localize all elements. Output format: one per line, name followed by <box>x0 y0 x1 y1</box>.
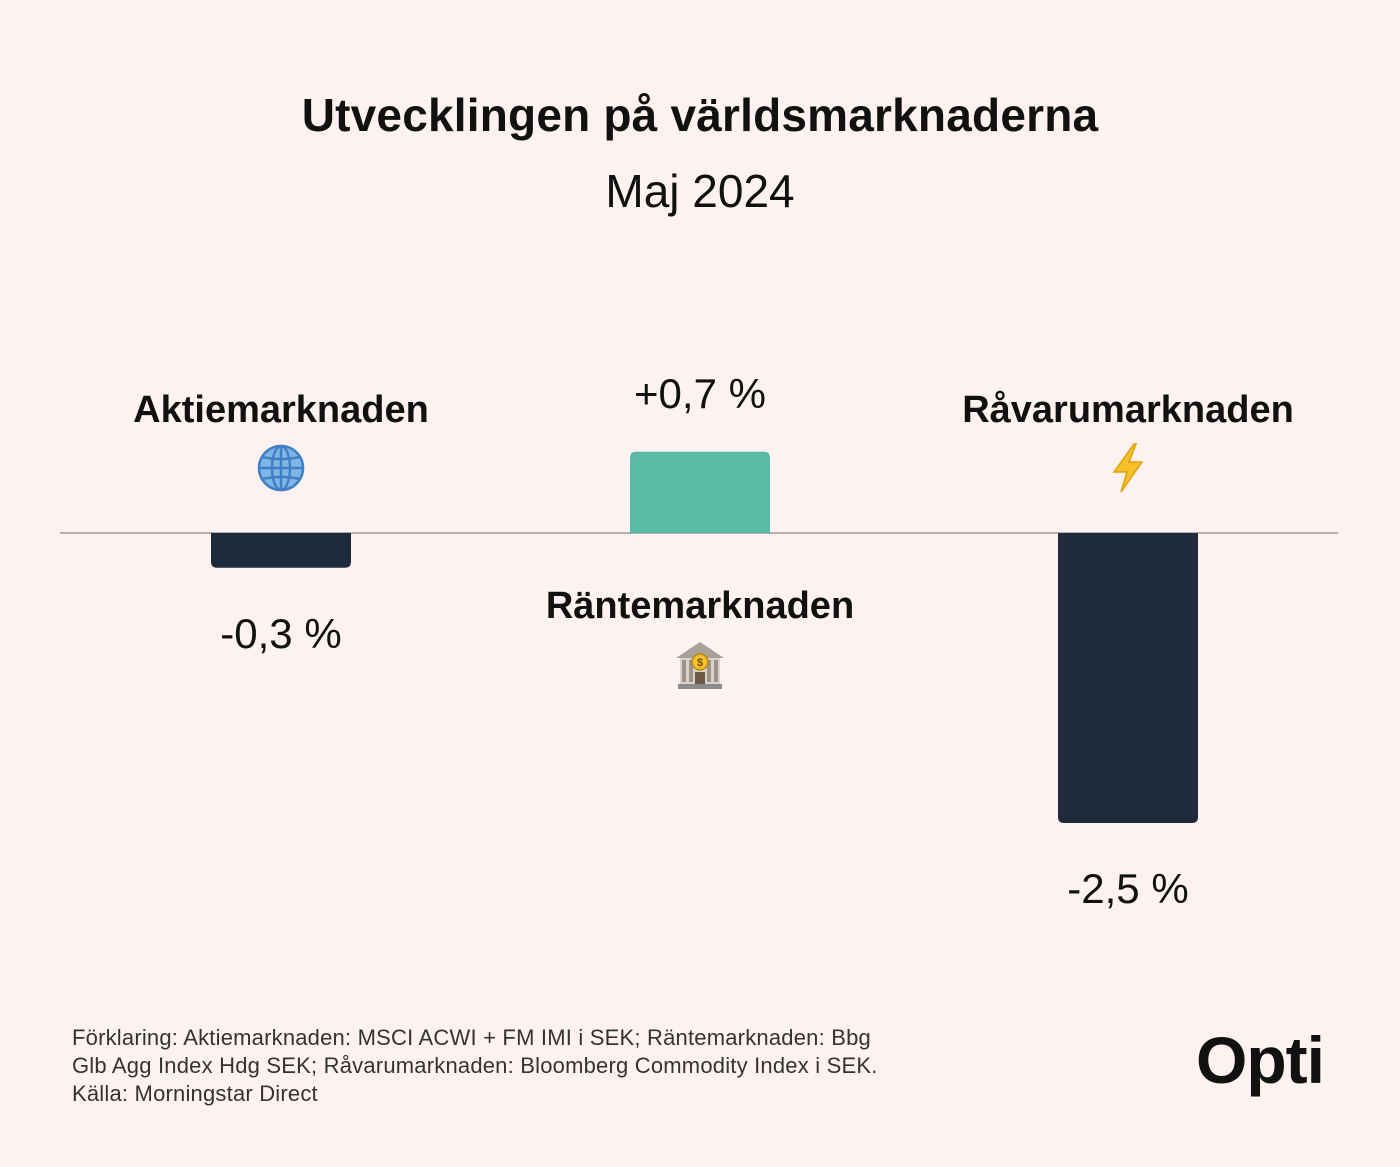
opti-logo: Opti <box>1196 1023 1325 1097</box>
chart-subtitle: Maj 2024 <box>605 165 795 217</box>
svg-text:$: $ <box>697 657 703 669</box>
chart-title: Utvecklingen på världsmarknaderna <box>301 89 1099 141</box>
footnote-line-2: Glb Agg Index Hdg SEK; Råvarumarknaden: … <box>72 1053 878 1078</box>
category-label-råvarumarknaden: Råvarumarknaden <box>962 389 1294 431</box>
bank-icon: $ <box>676 642 724 689</box>
footnote-line-3: Källa: Morningstar Direct <box>72 1081 318 1106</box>
footnote-line-1: Förklaring: Aktiemarknaden: MSCI ACWI + … <box>72 1025 871 1050</box>
bar-aktiemarknaden <box>211 533 351 568</box>
bar-råvarumarknaden <box>1058 533 1198 823</box>
lightning-icon <box>1112 443 1144 493</box>
footnote: Förklaring: Aktiemarknaden: MSCI ACWI + … <box>72 1024 1072 1108</box>
globe-icon <box>257 444 305 492</box>
category-label-räntemarknaden: Räntemarknaden <box>546 585 854 627</box>
value-label-aktiemarknaden: -0,3 % <box>220 610 341 657</box>
category-label-aktiemarknaden: Aktiemarknaden <box>133 389 429 431</box>
value-label-råvarumarknaden: -2,5 % <box>1067 865 1188 912</box>
bar-räntemarknaden <box>630 451 770 533</box>
value-label-räntemarknaden: +0,7 % <box>634 370 766 417</box>
bar-chart: -0,3 % Aktiemarknaden +0,7 % Räntemarknaden… <box>60 370 1338 912</box>
